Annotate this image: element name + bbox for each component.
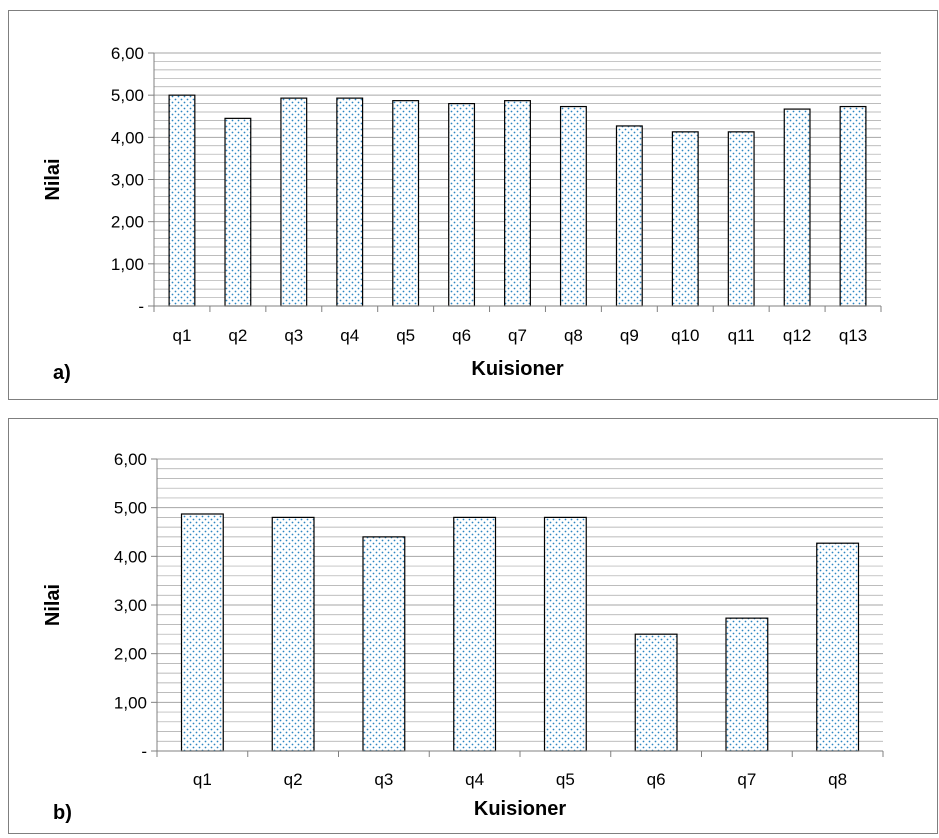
- y-tick-label: 6,00: [114, 450, 147, 469]
- bar-q4: [453, 516, 497, 752]
- gridlines: [157, 458, 883, 742]
- x-tick-label: q1: [193, 770, 212, 789]
- y-tick-label: 1,00: [114, 693, 147, 712]
- bar-q7: [504, 100, 531, 307]
- x-axis-title: Kuisioner: [474, 798, 566, 820]
- x-tick-label: q2: [284, 770, 303, 789]
- y-tick-label: 4,00: [114, 547, 147, 566]
- bar-chart-a: - 1,00 2,00 3,00 4,00 5,00 6,00 q1 q2 q3 q4 q5 q6 q7 q…: [42, 44, 882, 384]
- bar-q7: [725, 617, 769, 752]
- x-tick-label: q4: [340, 326, 359, 345]
- bar-q2: [224, 117, 252, 307]
- chart-panel-a: - 1,00 2,00 3,00 4,00 5,00 6,00 q1 q2 q3 q4 q5 q6 q7 q…: [8, 10, 938, 400]
- bar-q4: [336, 97, 364, 307]
- y-tick-label: 3,00: [111, 171, 144, 190]
- y-tick-label: 6,00: [111, 44, 144, 63]
- panel-label: b): [53, 802, 72, 824]
- x-tick-label: q6: [647, 770, 666, 789]
- x-tick-label: q12: [783, 326, 811, 345]
- bar-q8: [559, 105, 587, 307]
- bar-q5: [543, 516, 587, 752]
- bar-chart-b: - 1,00 2,00 3,00 4,00 5,00 6,00 q1 q2 q3 q4 q5 q6 q7 q…: [42, 450, 884, 824]
- x-tick-label: q3: [284, 326, 303, 345]
- x-tick-label: q5: [396, 326, 415, 345]
- bar-q2: [271, 516, 315, 752]
- x-tick-label: q9: [620, 326, 639, 345]
- x-tick-label: q4: [465, 770, 484, 789]
- bar-q1: [180, 513, 224, 752]
- y-tick-label: 1,00: [111, 255, 144, 274]
- panel-label: a): [53, 362, 71, 384]
- bar-q9: [615, 125, 643, 307]
- y-axis-title: Nilai: [42, 584, 64, 626]
- x-tick-label: q7: [508, 326, 527, 345]
- x-tick-label: q8: [828, 770, 847, 789]
- bar-q3: [362, 536, 406, 752]
- y-tick-label: 3,00: [114, 596, 147, 615]
- x-tick-label: q10: [671, 326, 699, 345]
- bar-q10: [671, 131, 699, 307]
- bar-q8: [816, 542, 860, 752]
- x-tick-label: q5: [556, 770, 575, 789]
- x-tick-label: q11: [728, 326, 755, 345]
- bar-q3: [280, 97, 308, 307]
- x-tick-label: q13: [839, 326, 867, 345]
- y-tick-label: 5,00: [114, 499, 147, 518]
- x-tick-label: q6: [452, 326, 471, 345]
- x-tick-label: q1: [173, 326, 192, 345]
- bar-q6: [448, 102, 476, 307]
- x-axis-title: Kuisioner: [471, 358, 563, 380]
- x-tick-label: q8: [564, 326, 583, 345]
- bar-q11: [727, 131, 755, 307]
- x-tick-label: q2: [228, 326, 247, 345]
- bar-q1: [168, 94, 196, 307]
- y-tick-label: 2,00: [111, 213, 144, 232]
- chart-panel-b: - 1,00 2,00 3,00 4,00 5,00 6,00 q1 q2 q3 q4 q5 q6 q7 q…: [8, 418, 938, 834]
- bar-q6: [634, 633, 678, 752]
- bar-q5: [392, 100, 420, 307]
- y-axis-title: Nilai: [42, 158, 64, 200]
- x-tick-label: q3: [374, 770, 393, 789]
- y-tick-label: -: [141, 742, 147, 761]
- y-tick-label: -: [138, 297, 144, 316]
- bar-q12: [783, 108, 811, 307]
- x-tick-label: q7: [737, 770, 756, 789]
- y-tick-label: 2,00: [114, 645, 147, 664]
- bar-q13: [839, 105, 867, 307]
- y-tick-label: 5,00: [111, 86, 144, 105]
- y-tick-label: 4,00: [111, 128, 144, 147]
